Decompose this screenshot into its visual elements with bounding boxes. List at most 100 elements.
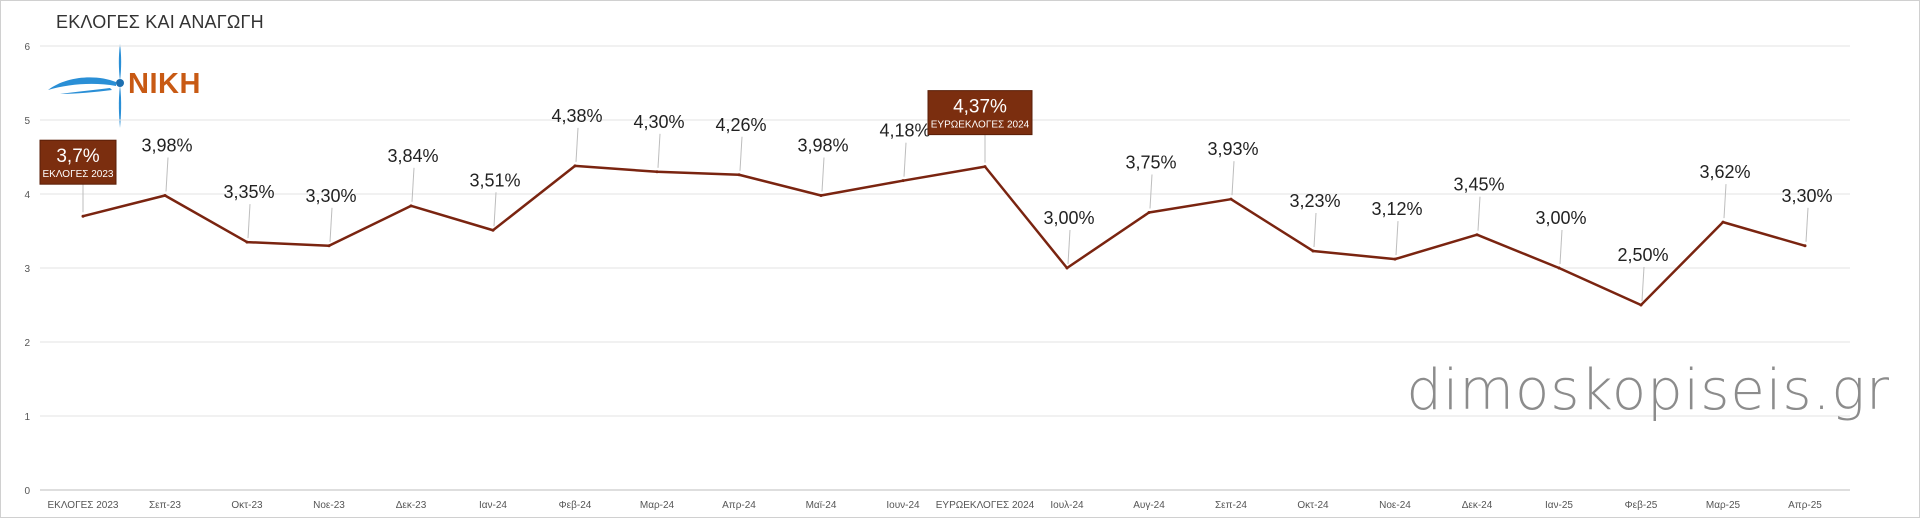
data-point xyxy=(901,179,905,183)
x-tick-label: Νοε-24 xyxy=(1379,500,1411,511)
data-point xyxy=(1557,266,1561,270)
y-tick-label: 5 xyxy=(24,116,30,127)
leader-line xyxy=(1477,196,1481,231)
leader-line xyxy=(575,127,579,162)
data-point xyxy=(327,244,331,248)
data-label: 3,35% xyxy=(223,182,274,202)
leader-line xyxy=(165,157,169,192)
highlight-value: 4,37% xyxy=(953,97,1007,118)
data-point xyxy=(1065,266,1069,270)
x-tick-label: Δεκ-23 xyxy=(396,500,427,511)
data-label: 4,18% xyxy=(879,121,930,141)
leader-line xyxy=(1641,266,1645,302)
data-label: 3,00% xyxy=(1535,208,1586,228)
series-line xyxy=(82,164,1806,307)
y-tick-label: 0 xyxy=(24,486,30,497)
data-label: 3,51% xyxy=(469,170,520,190)
x-tick-label: Αυγ-24 xyxy=(1133,500,1165,511)
leader-line xyxy=(1395,221,1399,256)
data-point xyxy=(737,173,741,177)
x-tick-label: Δεκ-24 xyxy=(1462,500,1493,511)
data-label: 3,98% xyxy=(797,135,848,155)
data-point xyxy=(983,165,987,169)
data-label: 3,23% xyxy=(1289,191,1340,211)
data-label: 2,50% xyxy=(1617,245,1668,265)
data-point xyxy=(1393,257,1397,261)
chart-title: ΕΚΛΟΓΕΣ ΚΑΙ ΑΝΑΓΩΓΗ xyxy=(56,12,264,32)
data-label: 3,45% xyxy=(1453,175,1504,195)
x-tick-label: Ιαν-25 xyxy=(1545,500,1573,511)
data-label: 4,26% xyxy=(715,115,766,135)
highlight-box xyxy=(927,90,1033,136)
x-tick-label: Μαρ-24 xyxy=(640,500,675,511)
data-point xyxy=(573,164,577,168)
x-tick-label: Σεπ-24 xyxy=(1215,500,1247,511)
data-point xyxy=(1311,249,1315,253)
data-point xyxy=(1639,303,1643,307)
leader-line xyxy=(657,133,661,168)
leader-line xyxy=(821,157,825,192)
data-label: 3,62% xyxy=(1699,162,1750,182)
leader-line xyxy=(903,142,907,177)
leader-line xyxy=(411,167,415,202)
data-point xyxy=(1803,244,1807,248)
highlight-value: 3,7% xyxy=(56,146,99,167)
data-point xyxy=(1229,197,1233,201)
data-label: 3,93% xyxy=(1207,139,1258,159)
data-point xyxy=(655,170,659,174)
data-point xyxy=(1147,211,1151,214)
data-label: 3,75% xyxy=(1125,153,1176,173)
leader-line xyxy=(329,207,333,242)
x-tick-label: Οκτ-23 xyxy=(231,500,263,511)
x-tick-label: ΕΥΡΩΕΚΛΟΓΕΣ 2024 xyxy=(936,500,1035,511)
leader-line xyxy=(493,192,497,227)
y-tick-label: 3 xyxy=(24,264,30,275)
logo xyxy=(46,44,126,135)
x-tick-label: Φεβ-24 xyxy=(559,500,592,511)
data-label: 4,38% xyxy=(551,106,602,126)
data-label: 3,84% xyxy=(387,146,438,166)
highlight-caption: ΕΥΡΩΕΚΛΟΓΕΣ 2024 xyxy=(931,120,1030,131)
x-tick-label: Απρ-24 xyxy=(722,500,756,511)
x-tick-label: Φεβ-25 xyxy=(1625,500,1658,511)
data-point xyxy=(1721,220,1725,224)
x-tick-label: ΕΚΛΟΓΕΣ 2023 xyxy=(48,500,119,511)
leader-line xyxy=(1313,212,1317,248)
leader-line xyxy=(1805,207,1809,242)
y-tick-label: 6 xyxy=(24,42,30,53)
logo-text: ΝΙΚΗ xyxy=(128,68,201,100)
data-label: 3,12% xyxy=(1371,199,1422,219)
leader-line xyxy=(739,136,743,171)
data-label: 3,30% xyxy=(305,186,356,206)
highlight-box xyxy=(39,139,117,185)
leader-line xyxy=(1723,184,1727,219)
x-tick-label: Ιαν-24 xyxy=(479,500,507,511)
data-label: 3,00% xyxy=(1043,208,1094,228)
data-point xyxy=(245,240,249,244)
data-label: 3,98% xyxy=(141,135,192,155)
highlight-caption: ΕΚΛΟΓΕΣ 2023 xyxy=(43,169,114,180)
data-point xyxy=(163,193,167,197)
data-point xyxy=(81,214,85,218)
leader-line xyxy=(1559,229,1563,265)
data-point xyxy=(819,193,823,197)
x-tick-label: Σεπ-23 xyxy=(149,500,181,511)
data-label: 3,30% xyxy=(1781,186,1832,206)
x-tick-label: Απρ-25 xyxy=(1788,500,1822,511)
data-label: 4,30% xyxy=(633,112,684,132)
data-point xyxy=(491,228,495,232)
x-tick-label: Μαρ-25 xyxy=(1706,500,1741,511)
data-point xyxy=(1475,233,1479,237)
x-tick-label: Ιουν-24 xyxy=(886,500,920,511)
y-tick-label: 4 xyxy=(24,190,30,201)
leader-line xyxy=(247,204,251,239)
leader-line xyxy=(1067,229,1071,265)
leader-line xyxy=(1149,174,1153,209)
x-tick-label: Οκτ-24 xyxy=(1297,500,1329,511)
wind-turbine-icon xyxy=(48,44,124,128)
y-tick-label: 2 xyxy=(24,338,30,349)
data-point xyxy=(409,204,413,208)
y-tick-label: 1 xyxy=(24,412,30,423)
